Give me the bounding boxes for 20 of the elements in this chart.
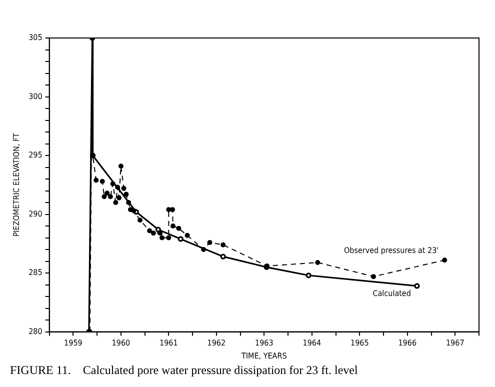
x-tick-label: 1964 — [302, 338, 322, 348]
x-tick-label: 1960 — [112, 338, 131, 348]
caption: FIGURE 11. Calculated pore water pressure dissipation for 23 ft. level — [10, 363, 358, 378]
y-tick-label: 300 — [28, 92, 43, 101]
x-tick-label: 1963 — [255, 338, 274, 348]
x-tick-label: 1966 — [398, 338, 417, 348]
y-tick-label: 295 — [28, 150, 42, 160]
x-axis-title: TIME, YEARS — [240, 351, 288, 360]
x-tick-label: 1965 — [350, 338, 369, 348]
y-axis-title: PIEZOMETRIC ELEVATION, FT — [12, 132, 21, 237]
y-tick-label: 305 — [28, 33, 42, 42]
annotation: Calculated — [372, 289, 411, 298]
x-tick-label: 1962 — [207, 338, 226, 348]
x-tick-label: 1961 — [160, 338, 178, 348]
y-tick-label: 280 — [28, 326, 43, 336]
x-tick-label: 1967 — [446, 338, 464, 348]
annotation: Observed pressures at 23' — [344, 246, 439, 256]
x-tick-label: 1959 — [64, 338, 83, 348]
y-tick-label: 285 — [28, 268, 42, 278]
y-tick-label: 290 — [28, 209, 43, 218]
